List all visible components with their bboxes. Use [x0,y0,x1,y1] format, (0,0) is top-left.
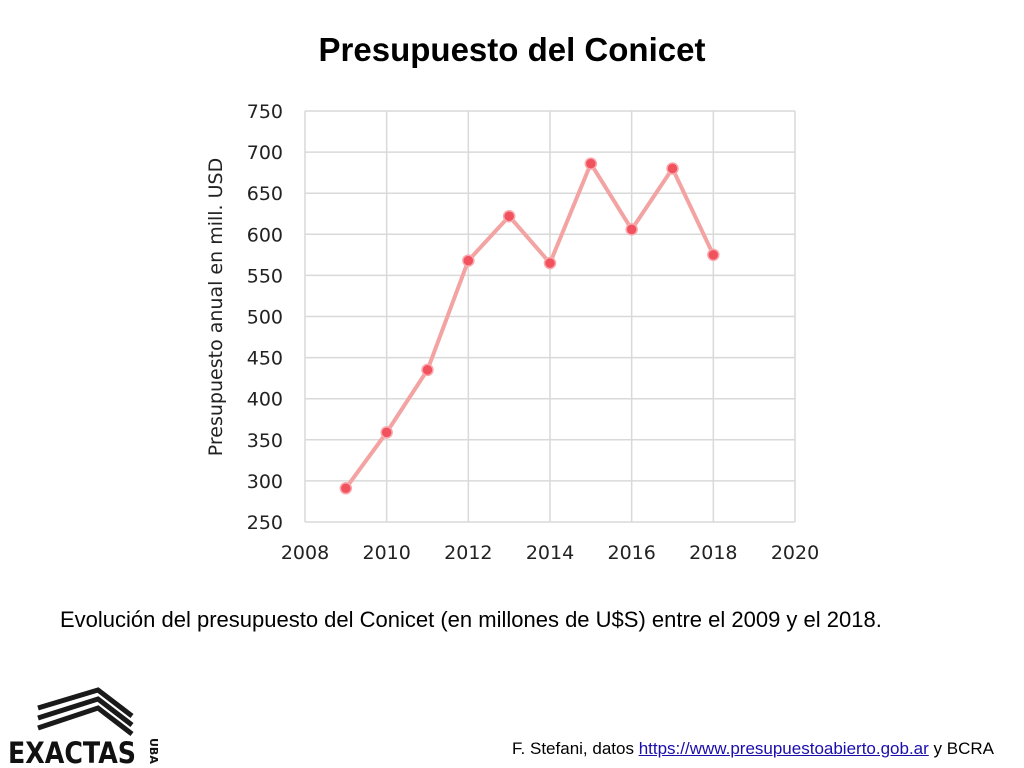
y-tick-label: 550 [247,265,283,287]
logo-text: EXACTAS [8,736,136,768]
y-tick-label: 350 [247,430,283,452]
data-point [543,256,557,270]
x-tick-label: 2014 [526,542,574,564]
x-tick-label: 2018 [689,542,737,564]
slide-title: Presupuesto del Conicet [318,31,706,68]
x-tick-label: 2012 [444,542,492,564]
data-point [462,254,475,267]
series-line [344,161,716,490]
y-tick-label: 650 [247,183,283,205]
source-footer: F. Stefani, datos https://www.presupuest… [512,738,994,760]
data-point [339,482,353,495]
y-tick-label: 400 [247,389,283,411]
chart-grid [304,110,796,523]
line-chart: 250 300 350 400 450 500 550 600 650 700 750 2008 201… [205,101,819,564]
chart-caption: Evolución del presupuesto del Conicet (e… [60,607,882,632]
x-tick-label: 2016 [607,542,655,564]
footer-prefix: F. Stefani, datos [512,739,639,758]
x-tick-label: 2020 [771,542,819,564]
data-point [421,363,434,377]
y-tick-label: 500 [247,307,283,329]
footer-suffix: y BCRA [928,739,994,758]
x-tick-label: 2008 [281,542,329,564]
data-point [380,426,393,439]
chart-ticks: 250 300 350 400 450 500 550 600 650 700 750 2008 201… [247,101,819,564]
y-tick-label: 700 [247,142,283,164]
exactas-logo: EXACTAS UBA [8,687,160,768]
data-point [666,162,679,175]
data-point [707,248,720,262]
data-point [502,209,516,223]
y-tick-label: 450 [247,348,283,370]
logo-roof-icon [37,687,134,736]
logo-side-text: UBA [147,738,160,764]
source-link[interactable]: https://www.presupuestoabierto.gob.ar [638,739,929,758]
y-tick-label: 250 [247,512,283,534]
x-tick-label: 2010 [362,542,410,564]
y-tick-label: 300 [247,471,283,493]
y-tick-label: 750 [247,101,283,123]
chart-markers [339,157,720,495]
data-point [584,157,598,170]
y-tick-label: 600 [247,224,283,246]
y-axis-label: Presupuesto anual en mill. USD [205,158,227,456]
data-point [625,223,638,236]
chart-series [344,161,716,490]
